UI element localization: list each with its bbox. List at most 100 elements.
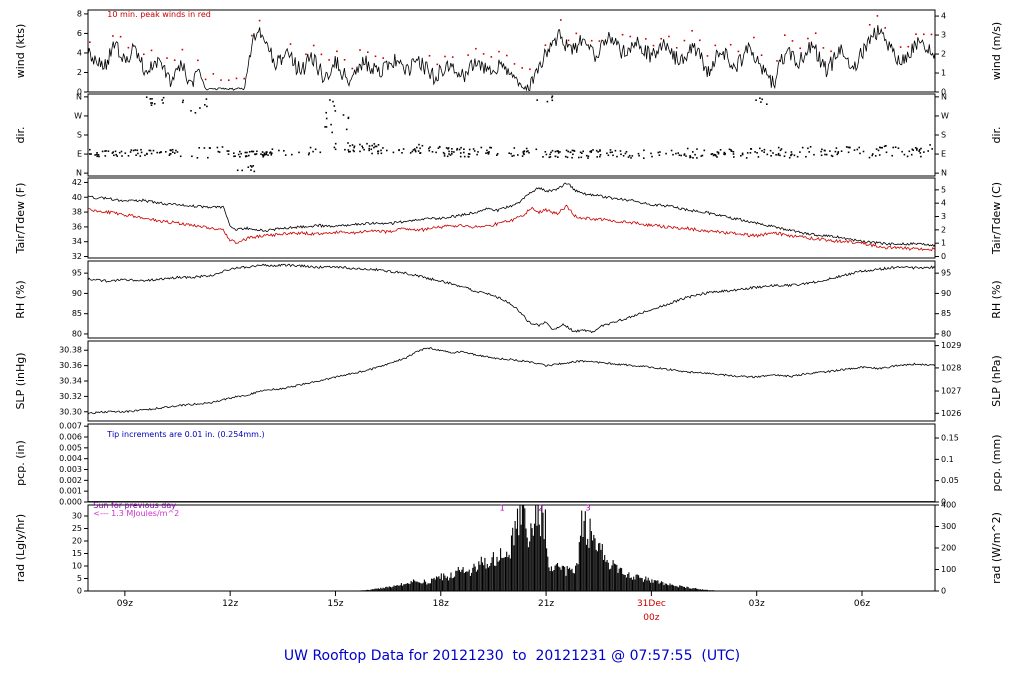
x-tick-label-18z: 18z <box>433 599 449 609</box>
tdew-line <box>87 204 936 252</box>
rad-left-axis-label: rad (Lgly/hr) <box>14 514 27 582</box>
panel-rh-frame <box>87 260 936 339</box>
pcp-right-tick-label: 0.1 <box>941 455 954 464</box>
wind-right-tick-label: 0 <box>941 88 946 97</box>
panel-slp: 30.30 30.32 30.34 30.36 30.38 1026 1027 1028 102… <box>14 340 1003 422</box>
slp-line <box>87 347 936 415</box>
tair-left-tick-label: 34 <box>72 237 82 246</box>
peak-wind-dots <box>89 15 933 81</box>
pcp-left-tick-label: 0.000 <box>59 498 82 507</box>
dir-right-tick-label: W <box>941 111 949 120</box>
wind-left-tick-label: 8 <box>77 9 82 18</box>
panel-pcp-frame <box>87 423 936 503</box>
pcp-left-tick-label: 0.005 <box>59 443 82 452</box>
x-tick-label-06z: 06z <box>854 599 870 609</box>
panel-tair-frame <box>87 177 936 259</box>
slp-left-tick-label: 30.38 <box>59 346 82 355</box>
dir-left-axis-label: dir. <box>14 126 27 143</box>
slp-left-tick-label: 30.34 <box>59 377 82 386</box>
pcp-right-tick-label: 0.05 <box>941 476 959 485</box>
rad-right-tick-label: 200 <box>941 544 956 553</box>
panel-dir-frame <box>87 93 936 177</box>
wind-right-tick-label: 1 <box>941 69 946 78</box>
rad-annotation: <--- 1.3 MJoules/m^2 <box>93 509 179 518</box>
dir-left-tick-label: W <box>74 111 82 120</box>
rh-right-tick-label: 95 <box>941 269 951 278</box>
panel-wind-frame <box>87 9 936 93</box>
slp-right-axis-label: SLP (hPa) <box>990 355 1003 407</box>
solar-radiation-area <box>358 505 717 591</box>
pcp-right-tick-label: 0.15 <box>941 434 959 443</box>
dir-left-tick-label: N <box>76 169 82 178</box>
tair-left-tick-label: 42 <box>72 178 82 187</box>
dir-right-tick-label: E <box>941 150 946 159</box>
x-tick-label-21z: 21z <box>538 599 554 609</box>
dir-left-tick-label: S <box>77 131 82 140</box>
x-tick-label-09z: 09z <box>117 599 133 609</box>
pcp-annotation: Tip increments are 0.01 in. (0.254mm.) <box>106 430 264 439</box>
wind-right-axis-label: wind (m/s) <box>990 22 1003 80</box>
rad-left-tick-label: 5 <box>77 574 82 583</box>
pcp-left-tick-label: 0.004 <box>59 454 82 463</box>
slp-right-tick-label: 1027 <box>941 387 961 396</box>
dir-right-tick-label: N <box>941 169 947 178</box>
x-tick-label-12z: 12z <box>222 599 238 609</box>
wind-left-axis-label: wind (kts) <box>14 24 27 79</box>
tair-right-tick-label: 2 <box>941 225 946 234</box>
rh-left-tick-label: 95 <box>72 269 82 278</box>
slp-left-axis-label: SLP (inHg) <box>14 352 27 409</box>
rad-annotation: 2 <box>538 504 543 513</box>
x-axis: 09z 12z 15z 18z 21z 31Dec 00z 03z 06z <box>117 591 870 623</box>
tair-left-tick-label: 40 <box>72 193 82 202</box>
rad-left-tick-label: 25 <box>72 524 82 533</box>
rh-right-tick-label: 85 <box>941 309 951 318</box>
rh-right-tick-label: 80 <box>941 329 951 338</box>
wind-right-tick-label: 4 <box>941 12 946 21</box>
panel-rh: 80 85 90 95 80 85 90 95 RH (%) RH (%) <box>14 260 1003 339</box>
slp-left-tick-label: 30.36 <box>59 361 82 370</box>
rh-left-tick-label: 90 <box>72 289 82 298</box>
tair-left-tick-label: 32 <box>72 252 82 261</box>
rad-annotation: 1 <box>500 504 505 513</box>
rh-right-axis-label: RH (%) <box>990 280 1003 318</box>
rad-left-tick-label: 10 <box>72 562 82 571</box>
pcp-left-tick-label: 0.002 <box>59 476 82 485</box>
pcp-left-tick-label: 0.007 <box>59 422 82 431</box>
dir-left-tick-label: N <box>76 92 82 101</box>
wind-left-tick-label: 0 <box>77 88 82 97</box>
rad-annotation: 3 <box>586 504 591 513</box>
pcp-left-tick-label: 0.001 <box>59 487 82 496</box>
rad-left-tick-label: 20 <box>72 537 82 546</box>
rad-annotation: Sun for previous day <box>93 501 176 510</box>
pcp-right-axis-label: pcp. (mm) <box>990 434 1003 491</box>
dir-right-tick-label: N <box>941 92 947 101</box>
slp-left-tick-label: 30.30 <box>59 407 82 416</box>
pcp-left-tick-label: 0.006 <box>59 433 82 442</box>
wind-left-tick-label: 4 <box>77 48 82 57</box>
tair-left-tick-label: 38 <box>72 208 82 217</box>
tair-right-tick-label: 5 <box>941 185 946 194</box>
dir-left-tick-label: E <box>77 150 82 159</box>
tair-right-tick-label: 3 <box>941 212 946 221</box>
rad-right-tick-label: 100 <box>941 565 956 574</box>
rh-left-tick-label: 80 <box>72 329 82 338</box>
rh-line <box>87 263 936 334</box>
rh-left-axis-label: RH (%) <box>14 280 27 318</box>
dir-right-tick-label: S <box>941 131 946 140</box>
tair-right-axis-label: Tair/Tdew (C) <box>990 182 1003 255</box>
tair-right-tick-label: 0 <box>941 252 946 261</box>
x-tick-label-15z: 15z <box>327 599 343 609</box>
rh-right-tick-label: 90 <box>941 289 951 298</box>
pcp-left-axis-label: pcp. (in) <box>14 440 27 486</box>
slp-left-tick-label: 30.32 <box>59 392 82 401</box>
rad-right-axis-label: rad (W/m^2) <box>990 512 1003 584</box>
slp-right-tick-label: 1029 <box>941 341 961 350</box>
wind-speed-line <box>87 25 936 92</box>
pcp-right-tick-label: 0 <box>941 498 946 507</box>
rad-left-tick-label: 0 <box>77 587 82 596</box>
